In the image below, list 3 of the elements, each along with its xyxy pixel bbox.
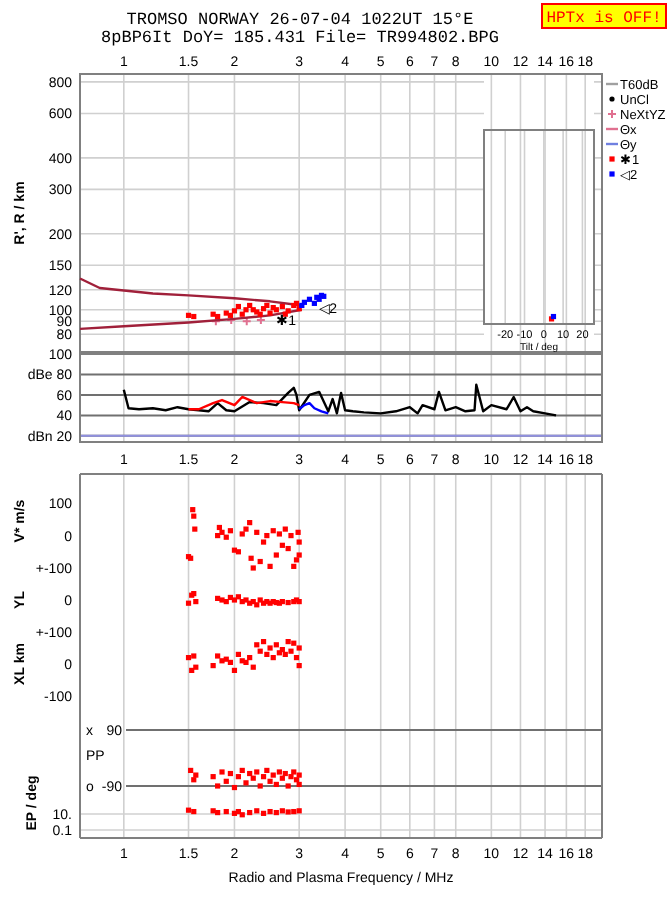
chart-subtitle: 8pBP6It DoY= 185.431 File= TR994802.BPG (101, 28, 499, 48)
text: HPTx is OFF! (546, 10, 662, 28)
chart-title: TROMSO NORWAY 26-07-04 1022UT 15°E (126, 10, 474, 30)
